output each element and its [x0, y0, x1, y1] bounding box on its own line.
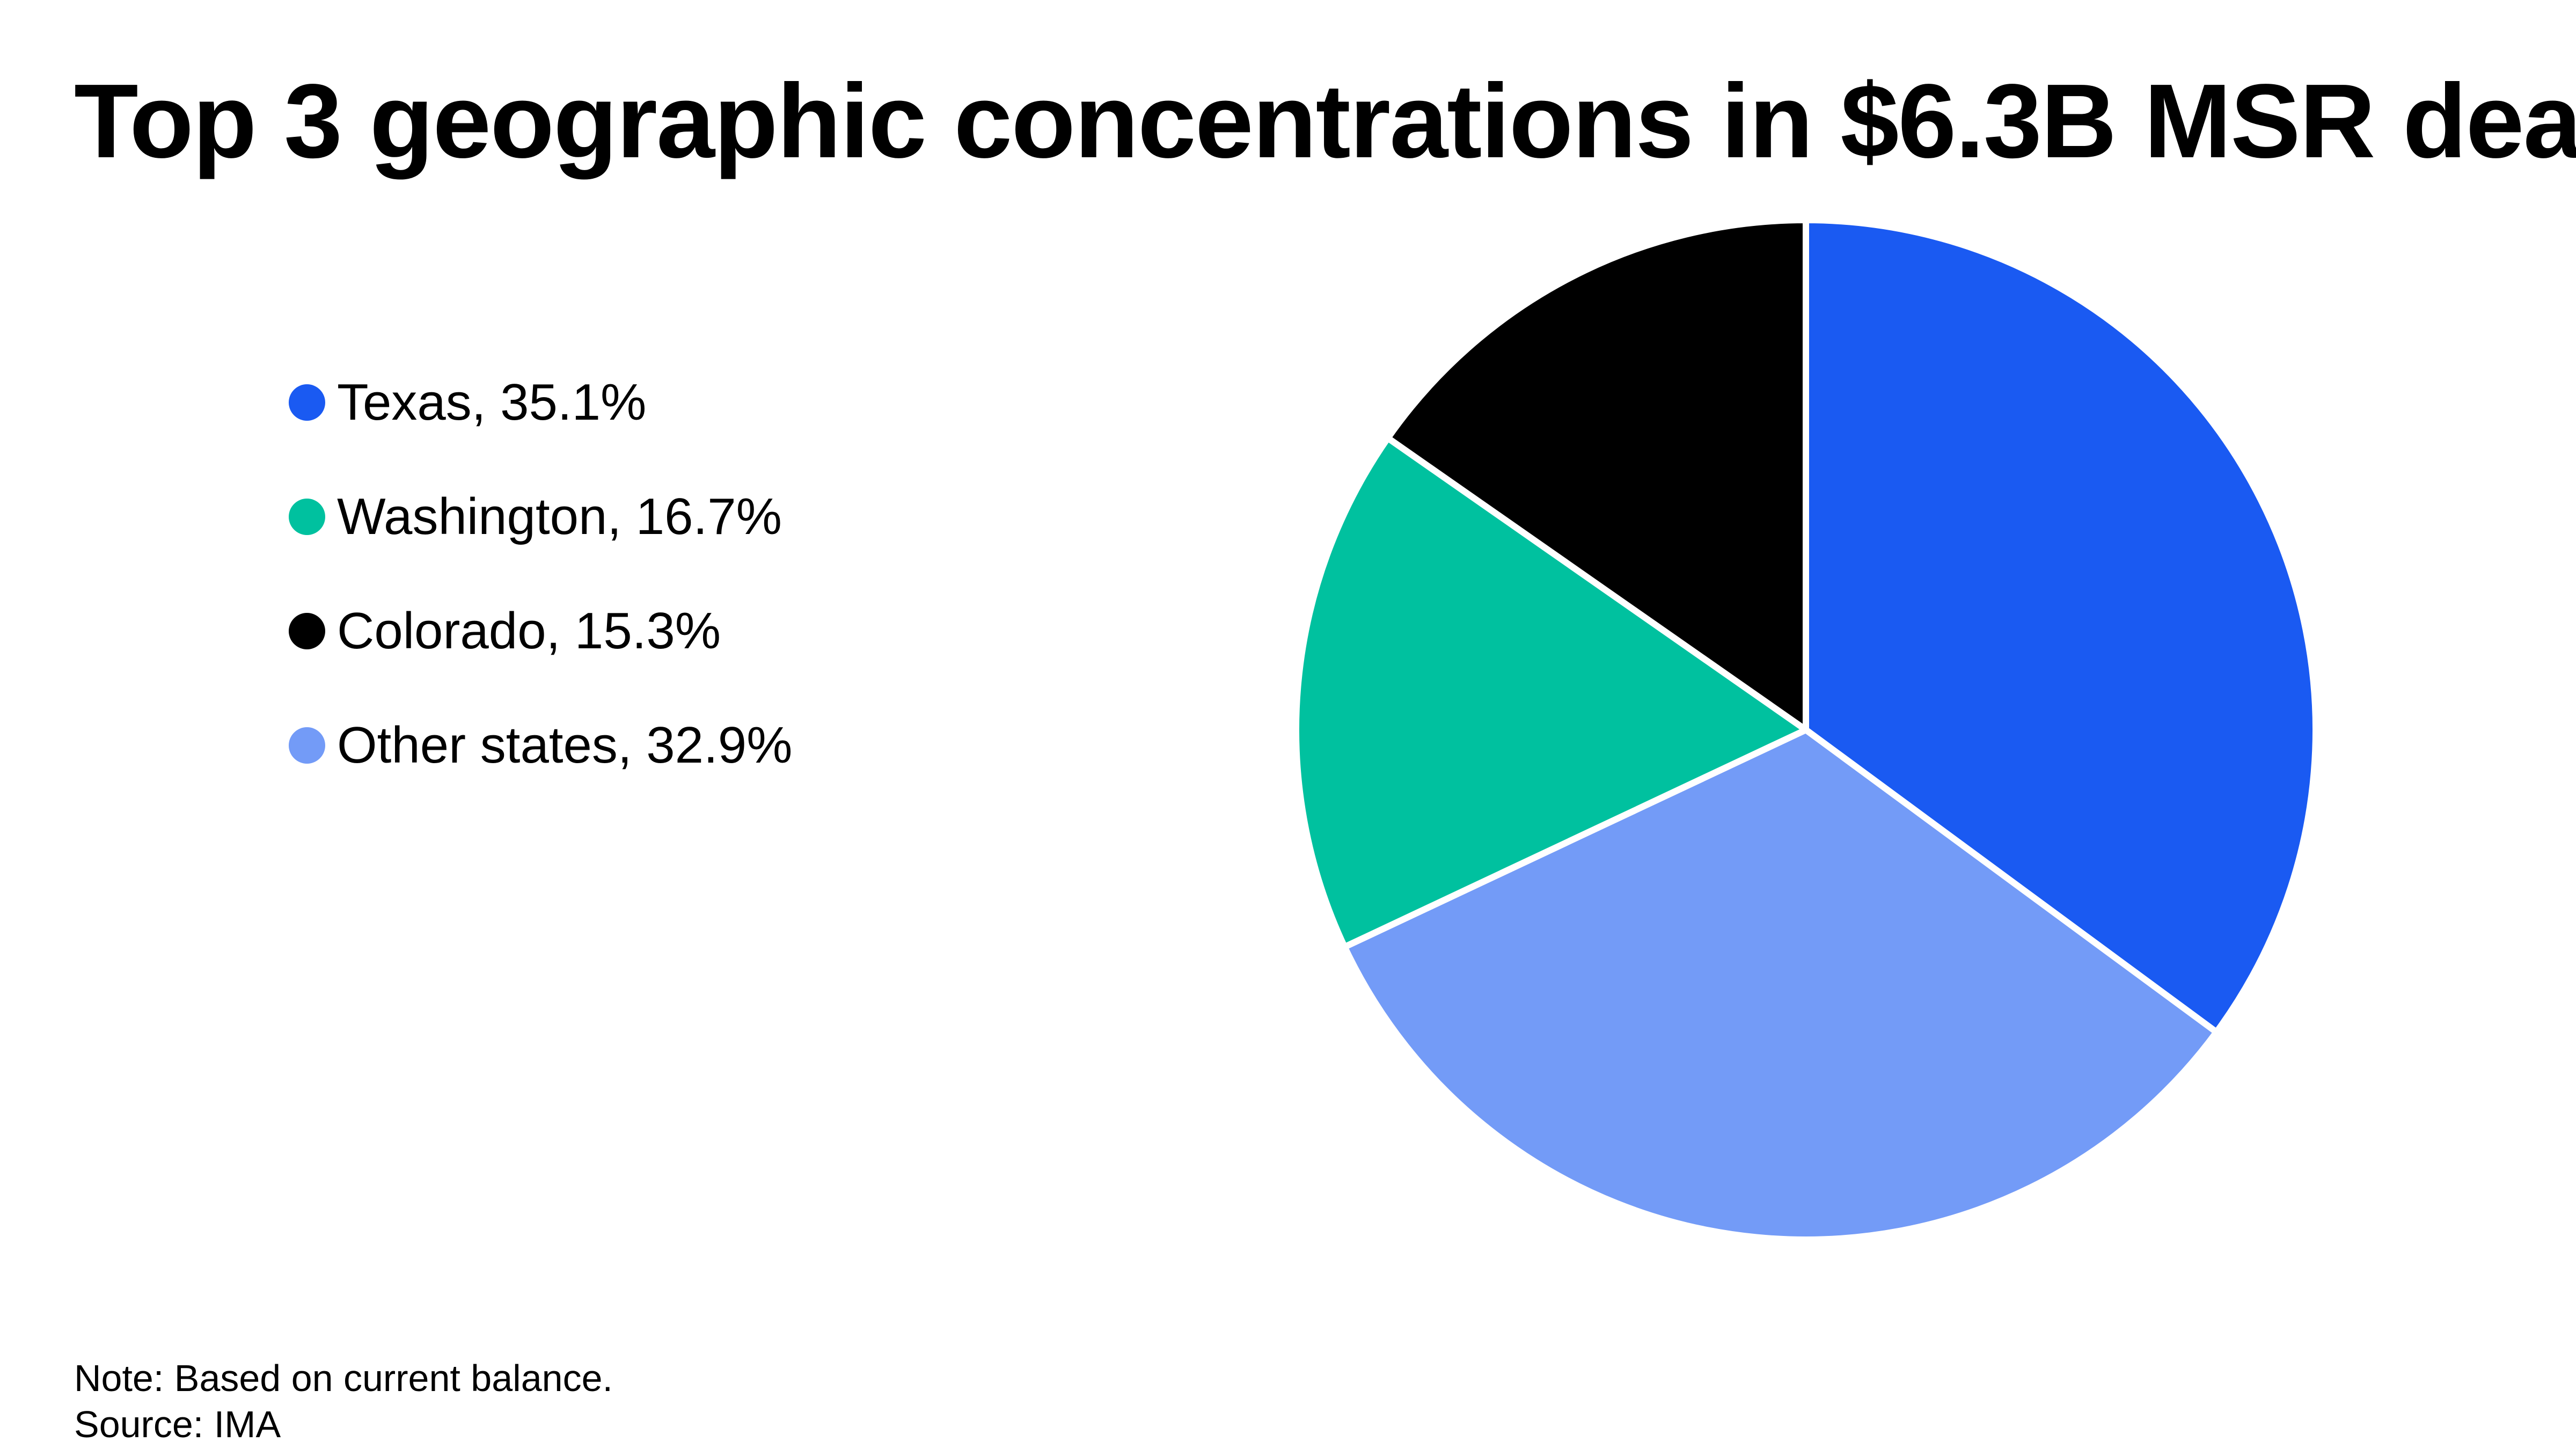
legend-label-washington: Washington, 16.7%: [337, 488, 782, 545]
legend-item-washington: Washington, 16.7%: [289, 485, 792, 549]
legend-label-other-states: Other states, 32.9%: [337, 716, 793, 774]
legend-label-texas: Texas, 35.1%: [337, 374, 647, 431]
footer: Note: Based on current balance. Source: …: [74, 1355, 613, 1447]
pie-slice-colorado: [1385, 217, 1809, 733]
chart-title: Top 3 geographic concentrations in $6.3B…: [74, 62, 2576, 180]
pie-slice-washington: [1293, 435, 1809, 950]
legend-item-colorado: Colorado, 15.3%: [289, 599, 792, 663]
pie-slice-other-states: [1341, 727, 2220, 1243]
pie-slice-texas: [1803, 217, 2319, 1036]
legend-swatch-other-states: [289, 727, 325, 764]
pie-slices: [1293, 217, 2319, 1243]
legend-swatch-colorado: [289, 613, 325, 649]
legend-label-colorado: Colorado, 15.3%: [337, 602, 721, 660]
legend: Texas, 35.1% Washington, 16.7% Colorado,…: [289, 370, 792, 828]
source-line: Source: IMA: [74, 1403, 281, 1445]
footnote: Note: Based on current balance.: [74, 1357, 613, 1399]
legend-item-other-states: Other states, 32.9%: [289, 713, 792, 778]
legend-swatch-texas: [289, 384, 325, 421]
legend-item-texas: Texas, 35.1%: [289, 370, 792, 435]
legend-swatch-washington: [289, 499, 325, 535]
